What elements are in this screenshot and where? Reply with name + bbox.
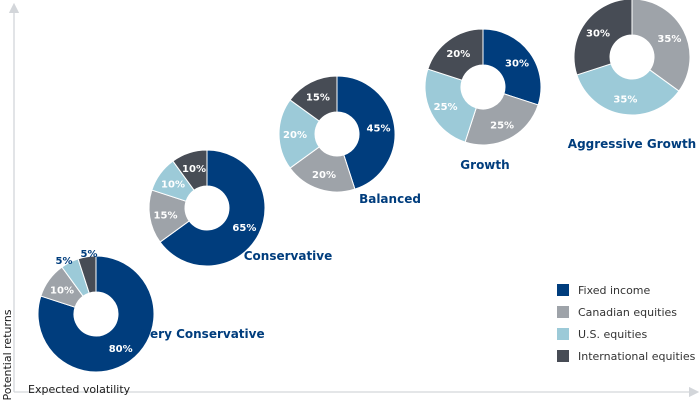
legend-swatch-canadian-equities	[557, 306, 569, 318]
legend-label-canadian-equities: Canadian equities	[578, 306, 677, 319]
slice-label: 5%	[81, 249, 98, 260]
slice-label: 20%	[283, 130, 307, 141]
x-axis-label: Expected volatility	[28, 383, 131, 396]
donut-slice-fixed-income	[336, 75, 396, 190]
donut-very-conservative: 80% 10% 5% 5% Very Conservative	[37, 249, 265, 373]
slice-label: 80%	[109, 344, 133, 355]
slice-label: 25%	[490, 120, 514, 131]
slice-label: 65%	[232, 223, 256, 234]
legend-label-fixed-income: Fixed income	[578, 284, 651, 297]
donut-slice-fixed-income	[159, 149, 266, 267]
portfolio-label: Conservative	[244, 249, 333, 263]
donut-slice-international-equities	[172, 149, 208, 191]
legend-swatch-fixed-income	[557, 284, 569, 296]
donut-group: 80% 10% 5% 5% Very Conservative 65% 15% 10% 10% C…	[37, 0, 696, 373]
legend-label-international-equities: International equities	[578, 350, 696, 363]
donut-conservative: 65% 15% 10% 10% Conservative	[148, 149, 333, 267]
legend-swatch-us-equities	[557, 328, 569, 340]
donut-slice-international-equities	[77, 255, 97, 294]
donut-slice-fixed-income	[37, 255, 155, 373]
legend: Fixed income Canadian equities U.S. equiti…	[557, 284, 696, 363]
portfolio-label: Aggressive Growth	[568, 137, 696, 151]
donut-slice-international-equities	[427, 28, 484, 81]
slice-label: 35%	[657, 34, 681, 45]
donut-slice-us-equities	[424, 68, 477, 143]
slice-label: 15%	[306, 93, 330, 104]
slice-label: 30%	[505, 58, 529, 69]
slice-label: 10%	[50, 285, 74, 296]
slice-label: 5%	[56, 256, 73, 267]
portfolio-label: Very Conservative	[141, 327, 264, 341]
donut-growth: 30% 25% 25% 20% Growth	[424, 28, 542, 172]
slice-label: 20%	[312, 170, 336, 181]
legend-swatch-international-equities	[557, 350, 569, 362]
donut-balanced: 45% 20% 20% 15% Balanced	[278, 75, 421, 206]
slice-label: 10%	[161, 179, 185, 190]
slice-label: 45%	[367, 123, 391, 134]
slice-label: 20%	[446, 49, 470, 60]
portfolio-label: Balanced	[359, 192, 421, 206]
donut-slice-fixed-income	[482, 28, 542, 106]
donut-aggressive-growth: 35% 35% 30% Aggressive Growth	[568, 0, 696, 151]
slice-label: 15%	[154, 211, 178, 222]
donut-slice-us-equities	[576, 63, 680, 116]
donut-slice-canadian-equities	[631, 0, 691, 92]
donut-slice-canadian-equities	[464, 93, 539, 146]
portfolio-label: Growth	[460, 158, 509, 172]
y-axis-label: Potential returns	[1, 309, 14, 400]
donut-slice-international-equities	[573, 0, 633, 76]
slice-label: 10%	[182, 164, 206, 175]
slice-label: 25%	[434, 102, 458, 113]
slice-label: 35%	[613, 95, 637, 106]
donut-slice-international-equities	[289, 75, 338, 122]
legend-label-us-equities: U.S. equities	[578, 328, 647, 341]
slice-label: 30%	[586, 28, 610, 39]
